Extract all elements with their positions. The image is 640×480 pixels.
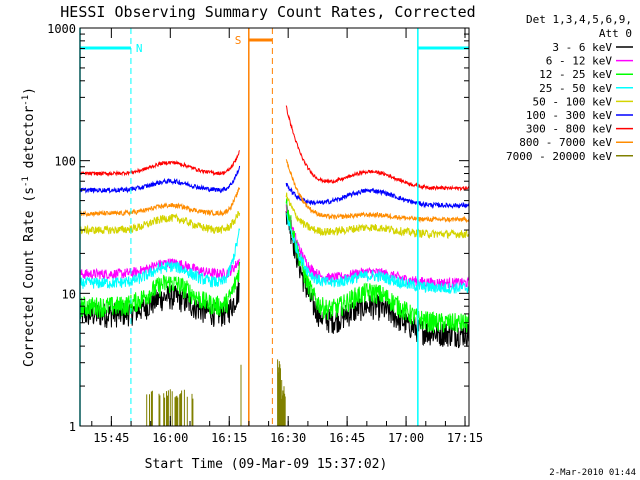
y-tick-label-3: 1000 (47, 22, 76, 36)
series-line-5 (79, 165, 470, 210)
chart-title: HESSI Observing Summary Count Rates, Cor… (60, 3, 475, 21)
y-axis-label-main: Corrected Count Rate (s (22, 187, 37, 367)
series-3 (79, 213, 470, 294)
series-7 (79, 159, 470, 224)
series-line-2 (79, 198, 470, 333)
y-axis-label-sup1: -1 (21, 176, 31, 187)
x-tick-label-3: 16:30 (270, 431, 306, 445)
y-axis-label: Corrected Count Rate (s-1 detector-1) (21, 87, 37, 367)
series-line-1 (79, 204, 470, 289)
series-line-8 (146, 359, 286, 426)
series-line-6 (79, 105, 470, 192)
saa-label: S (235, 34, 242, 47)
x-tick-label-4: 16:45 (329, 431, 365, 445)
series-line-7 (79, 159, 470, 224)
x-tick-label-2: 16:15 (211, 431, 247, 445)
x-tick-label-5: 17:00 (388, 431, 424, 445)
series-6 (79, 105, 470, 192)
y-tick-label-2: 100 (54, 155, 76, 169)
legend-label-3: 25 - 50 keV (539, 82, 612, 95)
legend-label-5: 100 - 300 keV (526, 109, 612, 122)
x-axis-label: Start Time (09-Mar-09 15:37:02) (145, 457, 388, 472)
legend-label-6: 300 - 800 keV (526, 123, 612, 136)
legend-label-4: 50 - 100 keV (533, 95, 613, 108)
series-line-3 (79, 213, 470, 294)
series-5 (79, 165, 470, 210)
series-line-4 (79, 192, 469, 240)
timestamp: 2-Mar-2010 01:44 (549, 468, 636, 478)
x-tick-label-6: 17:15 (447, 431, 483, 445)
series-1 (79, 204, 470, 289)
legend-label-8: 7000 - 20000 keV (506, 150, 612, 163)
y-tick-label-0: 1 (69, 420, 76, 434)
y-axis-label-end: ) (22, 87, 37, 95)
night-label: N (136, 42, 143, 55)
legend-label-0: 3 - 6 keV (552, 41, 612, 54)
x-tick-label-0: 15:45 (93, 431, 129, 445)
legend-label-1: 6 - 12 keV (546, 55, 613, 68)
legend-label-7: 800 - 7000 keV (519, 136, 612, 149)
y-axis-label-mid: detector (22, 106, 37, 177)
legend-label-2: 12 - 25 keV (539, 68, 612, 81)
y-tick-label-1: 10 (62, 287, 76, 301)
y-axis-label-sup2: -1 (21, 95, 31, 106)
plot-frame (79, 27, 470, 427)
series-2 (79, 198, 470, 333)
axes: 15:45 16:00 16:15 16:30 16:45 17:00 17:15 1 10 10… (47, 22, 483, 445)
legend-header-line2: Att 0 (599, 27, 632, 40)
series-8 (146, 359, 286, 426)
x-tick-label-1: 16:00 (152, 431, 188, 445)
legend-header-line1: Det 1,3,4,5,6,9, (526, 13, 632, 26)
series-4 (79, 192, 469, 240)
